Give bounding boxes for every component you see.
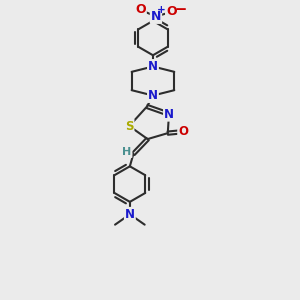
Text: O: O <box>135 3 146 16</box>
Text: N: N <box>151 10 161 23</box>
Text: O: O <box>178 125 188 138</box>
Text: −: − <box>175 2 187 17</box>
Text: N: N <box>148 60 158 73</box>
Text: S: S <box>125 119 134 133</box>
Text: +: + <box>157 5 166 15</box>
Text: N: N <box>148 89 158 102</box>
Text: H: H <box>122 147 131 157</box>
Text: N: N <box>125 208 135 221</box>
Text: O: O <box>166 5 177 19</box>
Text: N: N <box>164 108 174 121</box>
